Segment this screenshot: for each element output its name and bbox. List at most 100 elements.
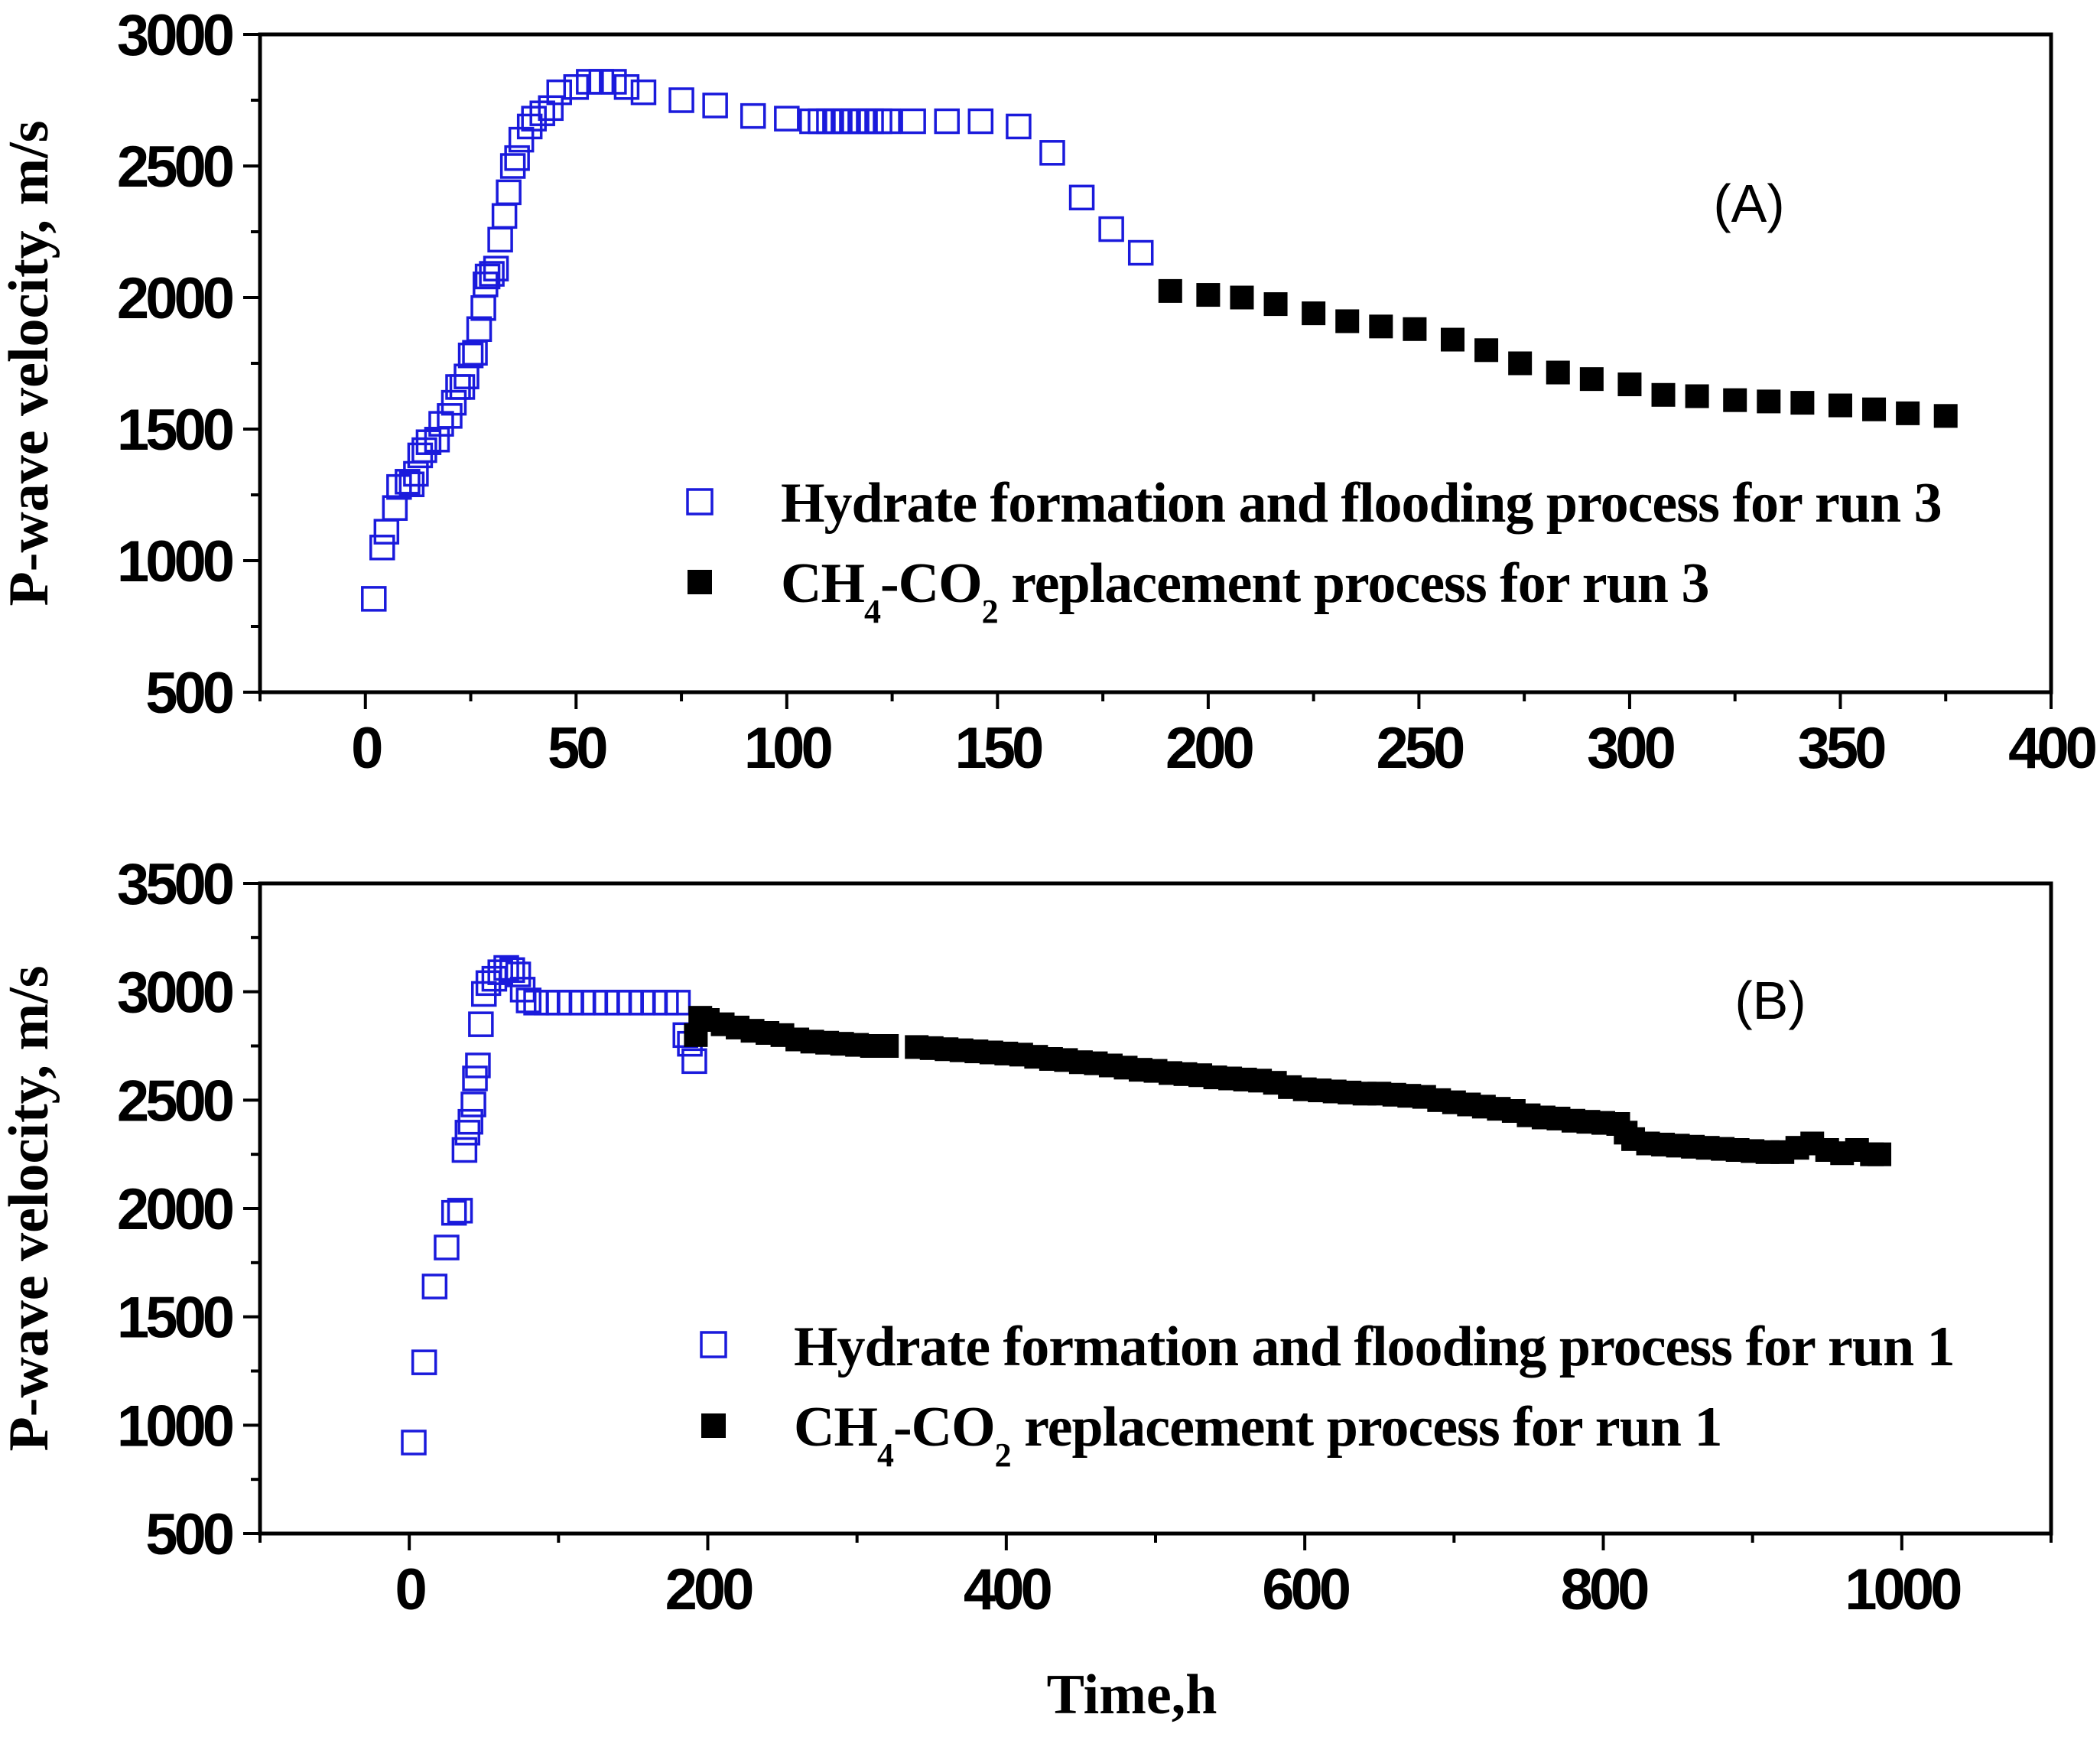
- panel-a-formation-point: [470, 295, 496, 321]
- panel-a-legend-label-replacement: CH4-CO2 replacement process for run 3: [781, 552, 1708, 630]
- panel-b-x-axis: 0 200 400 600 800 1000: [258, 1534, 2053, 1622]
- panel-b-formation-point: [434, 1234, 460, 1260]
- panel-a-replacement-point: [1617, 372, 1642, 397]
- panel-a-y-tick-label: 2000: [117, 266, 233, 331]
- panel-a-replacement-point: [1335, 309, 1360, 333]
- panel-a-replacement-point: [1263, 292, 1288, 317]
- panel-a-formation-point: [702, 93, 728, 119]
- panel-a-formation-point: [866, 108, 892, 135]
- panel-a-x-tick-label: 200: [1165, 716, 1253, 781]
- panel-b-y-tick-label: 1500: [117, 1286, 233, 1351]
- panel-b-legend-label-formation: Hydrate formation and flooding process f…: [794, 1316, 1955, 1378]
- panel-b-y-tick-label: 2000: [117, 1177, 233, 1242]
- panel-a-formation-point: [369, 535, 395, 561]
- panel-a-x-tick-label: 50: [548, 716, 606, 781]
- panel-b-formation-point: [411, 1349, 437, 1375]
- panel-a-x-axis: 0 50 100 150 200 250 300 350 400: [258, 692, 2100, 781]
- panel-a-y-tick-label: 3000: [117, 3, 233, 68]
- panel-a-replacement-point: [1546, 360, 1570, 385]
- panel-a-replacement-point: [1579, 367, 1604, 392]
- panel-b-x-tick-label: 800: [1561, 1557, 1649, 1622]
- panel-a-formation-point: [479, 261, 505, 287]
- panel-b-legend-label-replacement: CH4-CO2 replacement process for run 1: [794, 1396, 1721, 1474]
- panel-a-formation-point: [538, 95, 564, 122]
- panel-b-formation-point: [440, 1199, 467, 1226]
- panel-a: 0 50 100 150 200 250 300 350 400 500 1000 1500 2000…: [0, 3, 2100, 781]
- panel-a-formation-point: [613, 74, 640, 100]
- panel-a-series: [361, 69, 1958, 612]
- panel-a-formation-point: [457, 342, 484, 369]
- panel-b-x-tick-label: 400: [964, 1557, 1052, 1622]
- panel-a-replacement-point: [1369, 314, 1393, 339]
- panel-a-formation-point: [487, 226, 513, 253]
- panel-b-formation-point: [457, 1108, 483, 1135]
- panel-a-formation-point: [499, 153, 526, 179]
- panel-a-formation-point: [934, 108, 960, 135]
- panel-a-y-tick-label: 500: [145, 661, 233, 726]
- panel-b-y-tick-label: 1000: [117, 1394, 233, 1459]
- panel-a-formation-point: [382, 495, 408, 521]
- panel-a-formation-point: [437, 403, 463, 429]
- panel-b-label: (B): [1734, 971, 1806, 1030]
- panel-a-replacement-point: [1896, 401, 1920, 425]
- panel-a-replacement-point: [1403, 317, 1427, 341]
- panel-a-formation-point: [740, 102, 766, 129]
- panel-a-formation-point: [440, 389, 467, 416]
- panel-a-formation-point: [841, 108, 867, 135]
- panel-b-series: [401, 955, 1892, 1456]
- panel-a-replacement-point: [1440, 327, 1464, 352]
- panel-b-formation-point: [665, 990, 691, 1016]
- panel-b-formation-point: [401, 1430, 427, 1456]
- panel-a-replacement-point: [1723, 388, 1747, 412]
- panel-a-replacement-point: [1474, 338, 1499, 363]
- panel-b-x-tick-label: 1000: [1845, 1557, 1961, 1622]
- panel-a-formation-point: [816, 108, 842, 135]
- panel-a-x-tick-label: 100: [744, 716, 832, 781]
- panel-b-x-tick-label: 600: [1262, 1557, 1350, 1622]
- panel-a-formation-point: [1098, 216, 1124, 242]
- panel-a-replacement-point: [1158, 278, 1182, 303]
- panel-a-formation-point: [1068, 184, 1095, 211]
- panel-a-formation-point: [774, 106, 800, 132]
- panel-b-formation-point: [465, 1052, 491, 1078]
- panel-a-replacement-point: [1302, 301, 1326, 326]
- panel-a-formation-point: [824, 108, 850, 135]
- panel-a-formation-point: [1006, 113, 1032, 140]
- panel-b: 0 200 400 600 800 1000 500 1000 1500 2000 2500 300…: [0, 852, 2053, 1726]
- panel-a-legend-marker-open: [686, 488, 714, 516]
- panel-a-x-tick-label: 0: [351, 716, 382, 781]
- panel-a-formation-point: [1127, 239, 1154, 266]
- panel-b-formation-point: [468, 1011, 494, 1037]
- panel-a-formation-point: [466, 316, 492, 343]
- panel-a-y-tick-label: 1000: [117, 529, 233, 594]
- panel-b-formation-point: [462, 1065, 488, 1091]
- panel-a-formation-point: [808, 108, 834, 135]
- panel-a-formation-point: [496, 179, 522, 206]
- panel-a-replacement-point: [1508, 351, 1533, 376]
- panel-b-y-axis-title: P-wave velocity, m/s: [0, 966, 60, 1452]
- panel-a-formation-point: [630, 79, 657, 106]
- panel-b-y-axis: 500 1000 1500 2000 2500 3000 3500: [117, 852, 260, 1567]
- panel-a-formation-point: [799, 108, 825, 135]
- panel-b-y-tick-label: 2500: [117, 1069, 233, 1134]
- panel-a-replacement-point: [1933, 404, 1958, 428]
- panel-a-x-tick-label: 400: [2008, 716, 2096, 781]
- panel-b-y-tick-label: 3500: [117, 852, 233, 917]
- panel-a-formation-point: [900, 108, 926, 135]
- panel-a-formation-point: [967, 108, 994, 135]
- panel-a-formation-point: [668, 87, 694, 113]
- panel-a-formation-point: [504, 145, 530, 171]
- panel-a-formation-point: [1039, 140, 1065, 166]
- panel-a-replacement-point: [1685, 384, 1709, 408]
- panel-a-formation-point: [407, 442, 434, 469]
- panel-a-replacement-point: [1828, 393, 1852, 418]
- panel-a-formation-point: [875, 108, 901, 135]
- panel-a-formation-point: [491, 203, 518, 229]
- panel-a-formation-point: [833, 108, 859, 135]
- panel-b-x-axis-title: Time,h: [1047, 1664, 1217, 1726]
- panel-a-x-tick-label: 350: [1798, 716, 1886, 781]
- panel-b-x-tick-label: 0: [395, 1557, 426, 1622]
- panel-b-replacement-point: [1868, 1142, 1892, 1166]
